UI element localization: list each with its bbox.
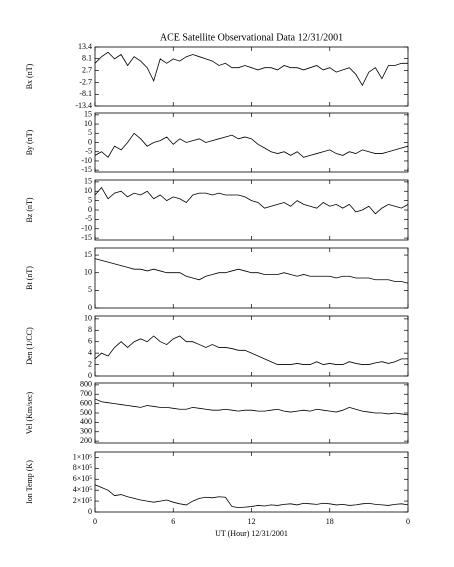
y-tick-label: -15 — [81, 165, 92, 174]
data-line — [94, 398, 409, 416]
y-tick-label: 2 — [88, 359, 92, 368]
data-line — [94, 335, 408, 365]
y-tick-label: -5 — [85, 147, 92, 156]
y-tick-label: 2×10⁵ — [73, 496, 93, 505]
data-line — [94, 484, 409, 509]
y-axis-label: Bz (nT) — [25, 197, 34, 222]
data-line — [94, 186, 409, 215]
y-tick-label: 4 — [88, 348, 92, 357]
chart-title: ACE Satellite Observational Data 12/31/2… — [160, 32, 343, 43]
y-tick-label: 0 — [88, 371, 92, 380]
data-line — [94, 132, 409, 158]
y-tick-label: -5 — [85, 214, 92, 223]
y-tick-label: 400 — [80, 417, 92, 426]
y-tick-label: -10 — [81, 156, 92, 165]
y-axis-label: Ion Temp (K) — [25, 460, 34, 504]
y-tick-label: 10 — [84, 268, 92, 277]
y-axis-label: By (nT) — [25, 129, 34, 155]
x-tick-label: 12 — [248, 517, 256, 526]
y-tick-label: -15 — [81, 233, 92, 242]
y-tick-label: 300 — [80, 427, 92, 436]
y-tick-label: 0 — [88, 137, 92, 146]
y-tick-label: 15 — [84, 110, 92, 119]
y-tick-label: 1×10⁶ — [73, 452, 93, 461]
y-tick-label: 0 — [88, 303, 92, 312]
y-tick-label: 2.7 — [82, 65, 92, 74]
y-tick-label: 13.4 — [78, 42, 92, 51]
y-axis-label: Bt (nT) — [25, 266, 34, 290]
y-tick-label: 4×10⁵ — [73, 485, 93, 494]
y-axis-label: Vel (Km/sec) — [25, 391, 34, 434]
y-tick-label: 700 — [80, 389, 92, 398]
y-tick-label: 15 — [84, 177, 92, 186]
x-axis-label: UT (Hour) 12/31/2001 — [215, 529, 288, 538]
y-tick-label: 0 — [88, 507, 92, 516]
y-tick-label: 15 — [84, 250, 92, 259]
y-tick-label: 500 — [80, 408, 92, 417]
y-tick-label: 5 — [88, 195, 92, 204]
x-tick-label: 0 — [93, 517, 97, 526]
y-tick-label: 600 — [80, 398, 92, 407]
y-tick-label: 10 — [84, 119, 92, 128]
y-axis-label: Den (1/CC) — [25, 327, 34, 365]
y-tick-label: -8.1 — [79, 89, 92, 98]
y-tick-label: 6×10⁵ — [73, 474, 93, 483]
y-tick-label: -10 — [81, 224, 92, 233]
y-tick-label: 10 — [84, 186, 92, 195]
y-tick-label: 5 — [88, 128, 92, 137]
y-tick-label: 800 — [80, 380, 92, 389]
x-tick-label: 6 — [171, 517, 175, 526]
y-tick-label: 8×10⁵ — [73, 463, 93, 472]
y-axis-label: Bx (nT) — [25, 63, 34, 89]
y-tick-label: 0 — [88, 205, 92, 214]
y-tick-label: -2.7 — [79, 77, 92, 86]
y-tick-label: 8.1 — [82, 53, 92, 62]
y-tick-label: 10 — [84, 314, 92, 323]
y-tick-label: 200 — [80, 436, 92, 445]
y-tick-label: 8 — [88, 325, 92, 334]
data-line — [94, 258, 409, 284]
x-tick-label: 0 — [406, 517, 410, 526]
y-tick-label: -13.4 — [75, 101, 92, 110]
y-tick-label: 5 — [88, 285, 92, 294]
y-tick-label: 6 — [88, 337, 92, 346]
data-line — [94, 51, 408, 87]
x-tick-label: 18 — [326, 517, 334, 526]
